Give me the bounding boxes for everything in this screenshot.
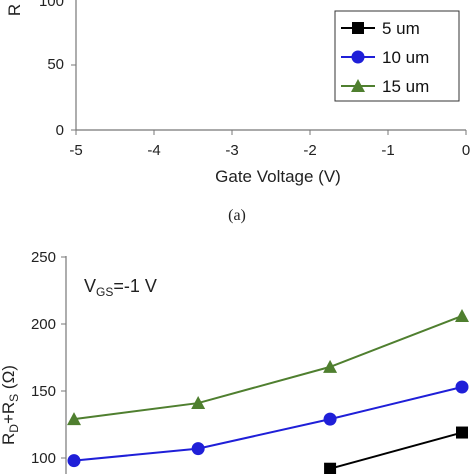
chart-b-ytick-label: 150 (31, 383, 56, 400)
ylabel-unit: (Ω) (0, 365, 18, 394)
chart-b-series (67, 308, 469, 474)
chart-a-ytick-0: 0 (56, 122, 64, 139)
ylabel-plus-r: +R (0, 402, 18, 424)
legend-entry-10um: 10 um (341, 48, 429, 67)
chart-a-xtick-label: -2 (303, 142, 316, 159)
chart-a-ylabel: R (5, 4, 24, 16)
legend-square-icon (352, 22, 364, 34)
chart-a-x-ticks: -5 -4 -3 -2 -1 0 (69, 130, 470, 159)
series-line-5um (329, 431, 463, 470)
data-point-15um (323, 359, 338, 373)
chart-a-xtick-label: -3 (225, 142, 238, 159)
annot-sub: GS (96, 285, 113, 299)
ylabel-sub-d: D (7, 424, 21, 433)
chart-a-legend: 5 um 10 um 15 um (334, 10, 460, 102)
chart-a-caption: (a) (228, 207, 246, 224)
data-point-15um (191, 396, 206, 410)
chart-a-xtick-label: 0 (462, 142, 470, 159)
chart-a-xtick-label: -4 (147, 142, 160, 159)
legend-entry-5um: 5 um (341, 19, 420, 38)
data-point-10um (455, 380, 469, 394)
chart-b-ytick-label: 250 (31, 249, 56, 266)
chart-a-ytick-50: 50 (47, 56, 64, 73)
legend-label-10um: 10 um (382, 48, 429, 67)
legend-label-15um: 15 um (382, 77, 429, 96)
chart-b-annotation: VGS=-1 V (84, 276, 157, 299)
legend-entry-15um: 15 um (341, 77, 429, 96)
legend-triangle-icon (351, 79, 365, 92)
annot-rest: =-1 V (113, 276, 157, 296)
series-line-10um (73, 386, 463, 462)
data-point-15um (67, 412, 81, 426)
chart-b-ytick-label: 200 (31, 316, 56, 333)
data-point-15um (455, 308, 469, 322)
ylabel-sub-s: S (7, 394, 21, 402)
chart-b-y-ticks: 100 150 200 250 (31, 249, 66, 467)
data-point-5um (456, 426, 468, 439)
chart-a: R 100 50 0 -5 -4 -3 -2 -1 0 Gate Voltage (V) … (5, 0, 470, 224)
series-line-15um (73, 315, 463, 421)
chart-a-xlabel: Gate Voltage (V) (215, 167, 341, 186)
data-point-10um (191, 442, 205, 456)
chart-b-ytick-label: 100 (31, 450, 56, 467)
data-point-10um (323, 412, 337, 426)
chart-a-xtick-label: -5 (69, 142, 82, 159)
data-point-10um (67, 454, 81, 468)
annot-v: V (84, 276, 96, 296)
chart-a-ytick-100: 100 (39, 0, 64, 10)
legend-circle-icon (351, 50, 365, 64)
chart-b: RD+RS (Ω) 100 150 200 250 VGS=-1 V (0, 249, 469, 474)
chart-b-ylabel: RD+RS (Ω) (0, 365, 21, 445)
legend-label-5um: 5 um (382, 19, 420, 38)
ylabel-r1: R (0, 433, 18, 445)
chart-a-xtick-label: -1 (381, 142, 394, 159)
data-point-5um (324, 462, 337, 474)
